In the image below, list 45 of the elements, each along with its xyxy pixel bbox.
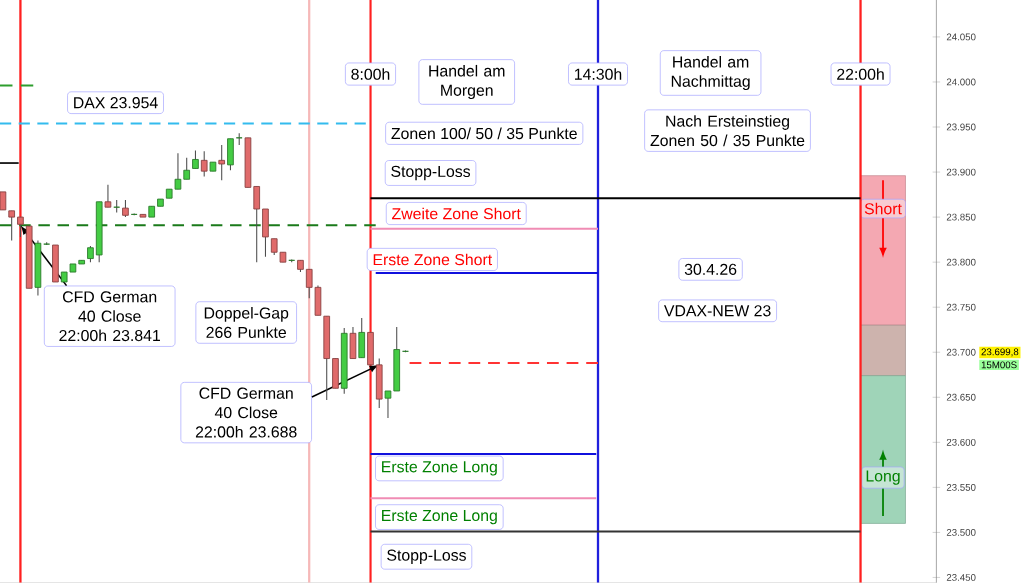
annotation: DAX 23.954 [74, 97, 158, 109]
candlestick [253, 186, 261, 263]
x-tick-label: 22:00h [837, 68, 884, 80]
y-tick-label: 24.000 [946, 78, 976, 86]
annotation: Erste Zone Short [373, 253, 493, 266]
candlestick [183, 157, 191, 180]
candlestick [200, 150, 208, 178]
candlestick [192, 149, 199, 170]
annotation: Nach Ersteinstieg Zonen 50 / 35 Punkte [650, 115, 805, 147]
annotation: Handel am Morgen [429, 64, 505, 100]
candlestick [8, 210, 15, 242]
annotation: VDAX-NEW 23 [664, 305, 771, 317]
candlestick [218, 144, 226, 181]
annotation: CFD German 40 Close 22:00h 23.841 [59, 291, 160, 342]
y-tick-label: 23.750 [946, 303, 976, 311]
band-label: Long [866, 470, 900, 485]
annotation: Zonen 100/ 50 / 35 Punkte [391, 127, 577, 140]
annotation: CFD German 40 Close 22:00h 23.688 [195, 387, 297, 438]
annotation: Handel am Nachmittag [671, 55, 750, 91]
y-tick-label: 23.550 [946, 484, 976, 491]
annotation: 30.4.26 [684, 263, 737, 276]
annotation: Erste Zone Long [382, 510, 497, 525]
y-tick-label: 23.600 [946, 438, 976, 446]
candlestick [0, 191, 7, 211]
y-tick-label: 24.050 [946, 33, 976, 41]
x-tick-label: 14:30h [575, 68, 622, 80]
annotation: Stopp-Loss [387, 549, 466, 564]
x-tick-label: 8:00h [351, 68, 390, 80]
annotation: Zweite Zone Short [392, 207, 521, 220]
text: 23.699,8 [981, 348, 1019, 357]
text: 15M00S [981, 361, 1017, 369]
y-tick-label: 23.950 [946, 123, 976, 131]
band-label: Short [864, 202, 902, 215]
y-tick-label: 23.850 [946, 213, 976, 221]
y-tick-label: 23.900 [946, 168, 976, 176]
y-tick-label: 23.800 [946, 258, 976, 266]
annotation: Erste Zone Long [382, 461, 497, 476]
y-tick-label: 23.650 [946, 393, 976, 401]
y-tick-label: 23.450 [946, 574, 976, 581]
annotation: Doppel-Gap 266 Punkte [204, 307, 289, 339]
candlestick [17, 216, 24, 238]
candlestick [104, 184, 112, 208]
annotation: Stopp-Loss [391, 165, 471, 181]
y-tick-label: 23.700 [946, 348, 976, 356]
y-tick-label: 23.500 [946, 529, 976, 536]
